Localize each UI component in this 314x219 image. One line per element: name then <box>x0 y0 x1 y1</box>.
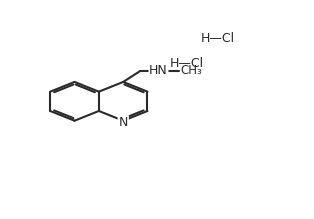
Text: H—Cl: H—Cl <box>201 32 235 45</box>
Text: N: N <box>118 116 128 129</box>
Text: HN: HN <box>149 64 168 78</box>
Text: H—Cl: H—Cl <box>170 57 203 70</box>
Text: CH₃: CH₃ <box>180 64 202 78</box>
